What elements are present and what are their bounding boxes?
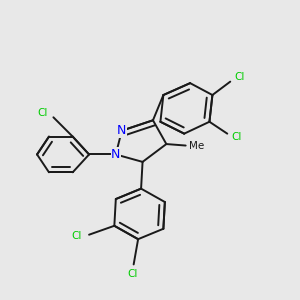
Text: Cl: Cl <box>37 108 47 118</box>
Text: Me: Me <box>189 140 204 151</box>
Text: Cl: Cl <box>232 132 242 142</box>
Text: Cl: Cl <box>235 72 245 82</box>
Text: Cl: Cl <box>127 269 137 279</box>
Text: N: N <box>111 148 121 161</box>
Text: N: N <box>117 124 127 137</box>
Text: Cl: Cl <box>71 231 82 241</box>
